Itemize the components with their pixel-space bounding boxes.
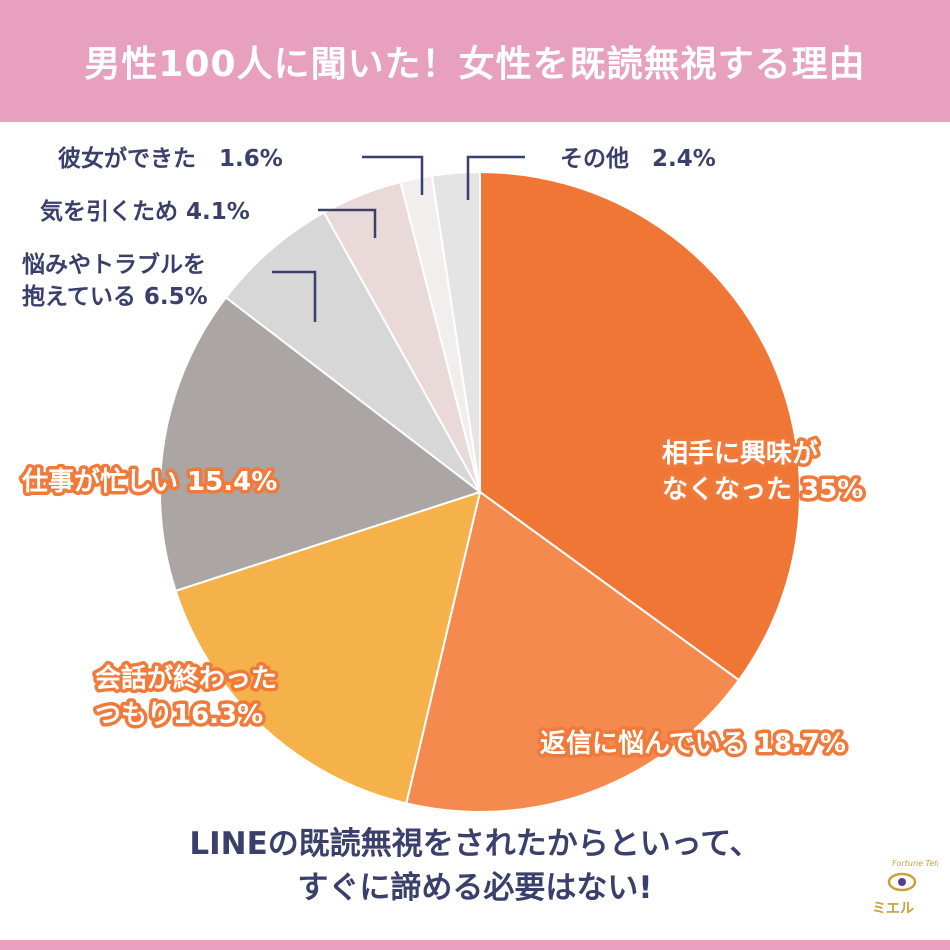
slice-label-line: 彼女ができた 1.6% — [58, 145, 283, 172]
pie-slices — [159, 170, 801, 813]
leader-line — [318, 208, 377, 238]
pie-slice — [479, 170, 801, 682]
slice-label-line: 会話が終わった — [95, 663, 277, 694]
eye-icon — [887, 872, 917, 892]
leader-line — [362, 155, 424, 195]
pie-slice — [174, 490, 482, 805]
conclusion-text: LINEの既読無視をされたからといって、 すぐに諦める必要はない! — [0, 822, 950, 910]
logo-script-text: Fortune Teller — [892, 859, 938, 868]
slice-label-line: つもり16.3% — [95, 700, 263, 730]
slice-label: 彼女ができた 1.6% — [58, 145, 283, 172]
slice-label-line: 返信に悩んでいる 18.7% — [540, 729, 846, 759]
leader-line — [272, 270, 317, 322]
slice-label-line: 相手に興味が — [662, 438, 818, 469]
eye-pupil-icon — [898, 878, 906, 886]
slice-label-line: 気を引くため 4.1% — [40, 198, 250, 225]
leader-line — [466, 155, 525, 200]
pie-slice — [159, 296, 483, 593]
fortune-teller-logo: Fortune Teller — [873, 852, 938, 909]
slice-label: その他 2.4% — [560, 146, 716, 172]
slice-label: 相手に興味がなくなった 35% — [662, 438, 863, 505]
page-title: 男性100人に聞いた！女性を既読無視する理由 — [84, 44, 866, 85]
conclusion-line-1: LINEの既読無視をされたからといって、 — [189, 826, 761, 862]
slice-labels: 相手に興味がなくなった 35% 返信に悩んでいる 18.7% 会話が終わったつもり1… — [18, 145, 867, 763]
pie-slice — [405, 490, 741, 813]
slice-label: 会話が終わったつもり16.3% — [95, 663, 277, 730]
slice-label: 返信に悩んでいる 18.7% — [540, 729, 846, 759]
leader-lines — [272, 155, 525, 322]
pie-slice — [224, 211, 481, 493]
logo-name: ミエル — [872, 901, 914, 917]
slice-label-line: なくなった 35% — [662, 475, 863, 505]
slice-label: 仕事が忙しい 15.4% — [21, 466, 277, 497]
bottom-bar — [0, 940, 950, 950]
slice-label-line: 仕事が忙しい 15.4% — [21, 466, 277, 497]
title-banner: 男性100人に聞いた！女性を既読無視する理由 — [0, 0, 950, 122]
conclusion-line-2: すぐに諦める必要はない! — [297, 870, 653, 906]
slice-label: 悩みやトラブルを抱えている 6.5% — [22, 251, 208, 310]
slice-label-line: 悩みやトラブルを — [22, 251, 206, 278]
pie-slice — [430, 170, 481, 493]
slice-label-line: その他 2.4% — [560, 146, 716, 172]
slice-label: 気を引くため 4.1% — [40, 198, 250, 225]
slice-label-line: 抱えている 6.5% — [22, 283, 208, 310]
